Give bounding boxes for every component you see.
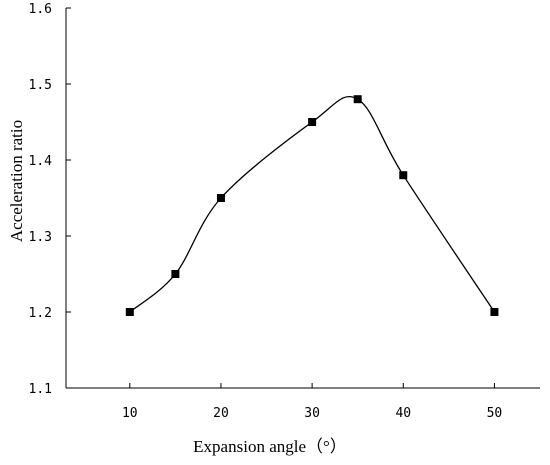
data-point-marker	[308, 118, 317, 126]
y-axis-title: Acceleration ratio	[7, 120, 26, 242]
data-point-marker	[125, 308, 134, 316]
y-tick-label: 1.2	[29, 306, 52, 321]
data-point-marker	[216, 194, 225, 202]
x-tick-label: 40	[395, 406, 411, 421]
data-points	[125, 95, 499, 316]
data-point-marker	[171, 270, 180, 278]
x-tick-label: 50	[487, 406, 503, 421]
x-tick-label: 20	[213, 406, 229, 421]
y-ticks: 1.1 1.2 1.3 1.4 1.5 1.6	[29, 2, 71, 397]
chart-axes	[65, 8, 540, 389]
y-tick-label: 1.1	[29, 382, 52, 397]
series-line	[129, 96, 495, 313]
x-ticks: 10 20 30 40 50	[122, 383, 502, 421]
y-tick-label: 1.5	[29, 78, 52, 93]
data-point-marker	[490, 308, 499, 316]
y-tick-label: 1.4	[29, 154, 53, 169]
data-point-marker	[399, 171, 408, 180]
data-point-marker	[353, 95, 362, 104]
x-tick-label: 10	[122, 406, 138, 421]
x-tick-label: 30	[304, 406, 320, 421]
y-tick-label: 1.6	[29, 2, 52, 17]
y-tick-label: 1.3	[29, 230, 52, 245]
x-axis-title: Expansion angle（°）	[193, 437, 347, 456]
